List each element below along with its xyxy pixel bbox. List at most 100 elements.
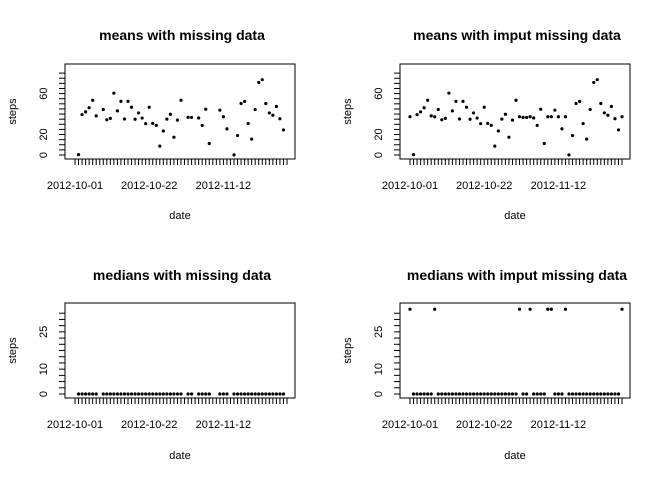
data-point xyxy=(542,392,546,396)
data-point xyxy=(482,392,486,396)
data-point xyxy=(243,99,247,103)
data-point xyxy=(221,115,225,119)
x-axis-label: date xyxy=(169,450,190,462)
data-point xyxy=(450,109,454,113)
x-tick-label: 2012-10-01 xyxy=(382,180,438,192)
data-point xyxy=(588,107,592,112)
data-point xyxy=(207,392,211,396)
data-point xyxy=(426,392,430,396)
y-tick-label: 0 xyxy=(373,152,385,158)
data-point xyxy=(433,115,437,119)
panel-2: means with imput missing data steps date 0 2… xyxy=(342,27,631,222)
y-tick-label: 60 xyxy=(38,87,50,99)
data-point xyxy=(84,110,88,114)
data-point xyxy=(250,137,254,141)
data-point xyxy=(613,392,617,396)
data-point xyxy=(429,114,433,118)
data-point xyxy=(137,392,141,396)
data-point xyxy=(218,108,222,112)
data-point xyxy=(154,392,158,396)
data-point xyxy=(433,307,437,311)
data-point xyxy=(500,392,504,396)
data-point xyxy=(567,392,571,396)
y-tick-label: 0 xyxy=(38,391,50,397)
data-point xyxy=(436,107,440,112)
data-point xyxy=(422,392,426,396)
data-point xyxy=(108,116,112,120)
y-tick-label: 10 xyxy=(38,363,50,375)
data-point xyxy=(105,118,109,122)
data-point xyxy=(415,113,419,117)
data-point xyxy=(147,105,151,109)
data-point xyxy=(535,123,539,128)
data-point xyxy=(108,392,112,396)
data-point xyxy=(271,113,275,117)
x-axis-label: date xyxy=(504,450,525,462)
data-point xyxy=(581,392,585,396)
data-point xyxy=(426,98,430,102)
data-point xyxy=(560,127,564,131)
data-point xyxy=(493,144,497,148)
y-axis-label: steps xyxy=(7,337,19,364)
plot-frame xyxy=(399,63,631,160)
data-point xyxy=(264,101,268,106)
data-point xyxy=(553,108,557,112)
data-point xyxy=(129,105,134,109)
data-point xyxy=(140,392,144,396)
data-point xyxy=(253,107,257,112)
data-point xyxy=(165,117,169,121)
data-point xyxy=(225,127,229,131)
data-point xyxy=(204,107,208,111)
data-point xyxy=(620,307,624,311)
data-point xyxy=(553,392,557,396)
data-point xyxy=(468,392,472,396)
data-point xyxy=(260,392,264,396)
x-tick-label: 2012-10-22 xyxy=(456,419,512,431)
data-point xyxy=(133,117,137,121)
data-point xyxy=(606,113,610,117)
data-point xyxy=(197,116,201,120)
data-point xyxy=(122,117,127,121)
data-point xyxy=(496,129,500,133)
data-point xyxy=(616,128,621,132)
data-point xyxy=(105,392,109,396)
data-point xyxy=(475,392,479,396)
data-point xyxy=(454,392,458,396)
y-axis-label: steps xyxy=(342,98,354,125)
data-point xyxy=(563,115,568,119)
data-point xyxy=(436,392,440,396)
data-point xyxy=(204,392,208,396)
x-tick-label: 2012-10-01 xyxy=(47,180,103,192)
data-point xyxy=(570,133,575,138)
data-point xyxy=(440,118,444,122)
data-point xyxy=(84,392,88,396)
data-point xyxy=(154,123,158,127)
data-point xyxy=(207,141,211,146)
data-point xyxy=(528,307,532,311)
data-point xyxy=(616,392,621,396)
data-point xyxy=(80,392,84,396)
data-point xyxy=(243,392,247,396)
data-point xyxy=(528,115,532,119)
data-point xyxy=(239,101,243,106)
panel-title: means with imput missing data xyxy=(413,27,621,43)
data-point xyxy=(521,392,525,396)
data-point xyxy=(175,392,180,396)
data-point xyxy=(592,80,596,85)
data-point xyxy=(595,392,599,396)
data-point xyxy=(133,392,137,396)
data-point xyxy=(595,78,599,82)
data-point xyxy=(218,392,222,396)
data-point xyxy=(447,392,451,396)
data-point xyxy=(461,99,465,103)
data-point xyxy=(464,392,469,396)
data-point xyxy=(225,392,229,396)
data-point xyxy=(539,107,543,111)
data-point xyxy=(542,141,546,146)
y-tick-label: 10 xyxy=(373,363,385,375)
data-point xyxy=(549,115,553,119)
x-tick-label: 2012-11-12 xyxy=(196,419,251,431)
data-point xyxy=(94,114,98,118)
data-point xyxy=(112,91,116,95)
